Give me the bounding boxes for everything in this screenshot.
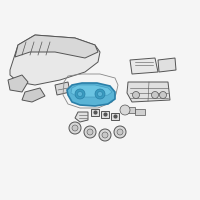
Circle shape xyxy=(78,92,83,97)
Polygon shape xyxy=(71,85,112,97)
Polygon shape xyxy=(10,35,100,85)
Circle shape xyxy=(87,129,93,135)
Circle shape xyxy=(69,122,81,134)
Circle shape xyxy=(95,89,105,99)
Polygon shape xyxy=(55,82,70,95)
Polygon shape xyxy=(130,58,158,74)
Circle shape xyxy=(160,92,166,98)
Bar xyxy=(111,113,119,120)
Polygon shape xyxy=(158,58,176,72)
Polygon shape xyxy=(15,35,98,58)
Bar xyxy=(91,109,99,116)
Polygon shape xyxy=(67,83,115,106)
Circle shape xyxy=(99,129,111,141)
Bar xyxy=(101,111,109,118)
Circle shape xyxy=(120,105,130,115)
Circle shape xyxy=(117,129,123,135)
Bar xyxy=(135,109,145,115)
Circle shape xyxy=(152,92,158,98)
Circle shape xyxy=(84,126,96,138)
Polygon shape xyxy=(127,82,170,102)
Circle shape xyxy=(75,89,85,99)
Circle shape xyxy=(132,92,140,98)
Circle shape xyxy=(102,132,108,138)
Circle shape xyxy=(98,92,102,97)
Polygon shape xyxy=(8,75,28,92)
Polygon shape xyxy=(75,112,88,122)
Polygon shape xyxy=(22,88,45,102)
Circle shape xyxy=(72,125,78,131)
Bar xyxy=(125,107,135,113)
Circle shape xyxy=(114,126,126,138)
